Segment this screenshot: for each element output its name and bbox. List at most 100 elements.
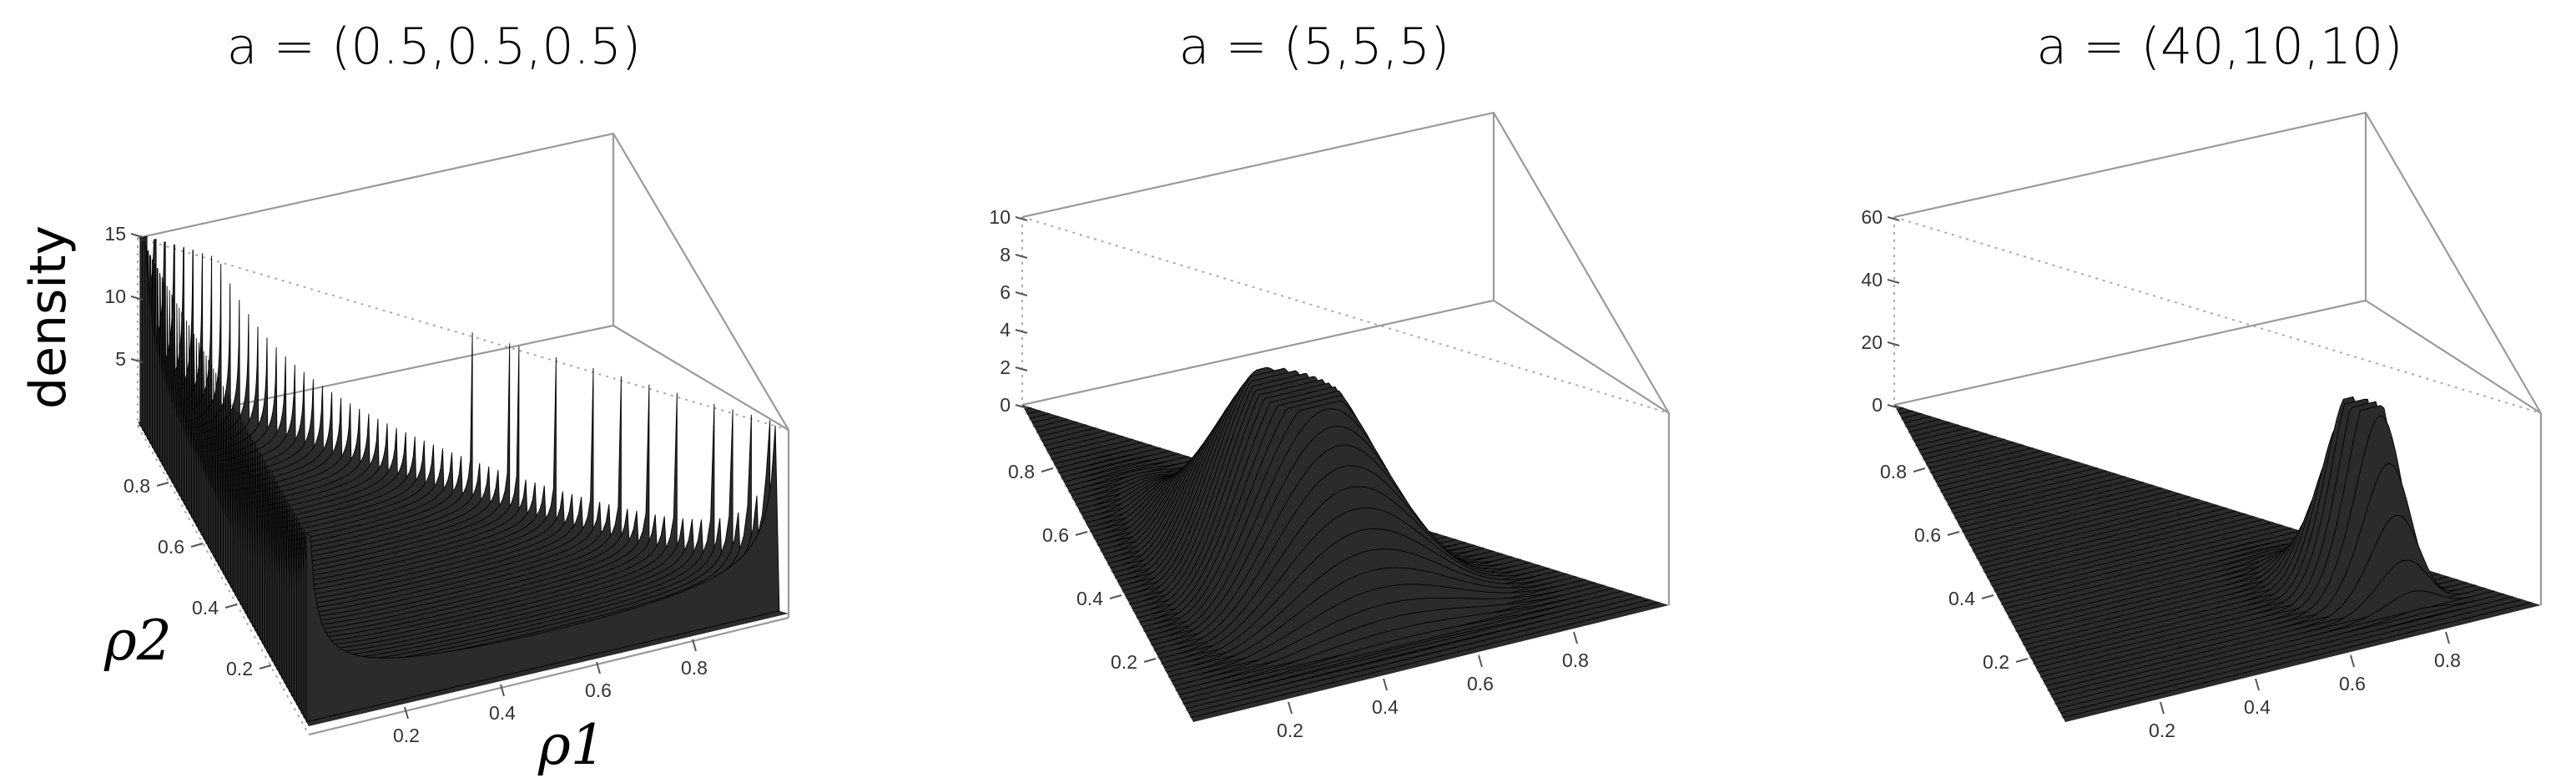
panel-title: a = (0.5,0.5,0.5) — [227, 18, 641, 76]
y-tick-label: 0.8 — [1008, 461, 1035, 482]
y-tick-mark — [224, 604, 238, 609]
z-tick-label: 10 — [104, 285, 126, 307]
z-tick-mark — [130, 358, 144, 363]
mesh-strip — [1034, 418, 1069, 428]
z-tick-label: 4 — [1000, 319, 1011, 341]
x-tick-mark — [1573, 631, 1578, 644]
y-tick-mark — [1981, 594, 1994, 599]
panel-alpha-5: a = (5,5,5) 0 2 4 6 8 10 0.2 0.4 0.6 0.8 0.2 0.4 0.6… — [989, 18, 1671, 741]
mesh-strip — [1916, 430, 1978, 447]
z-axis-label: density — [19, 225, 78, 409]
y-tick-mark — [1143, 658, 1157, 663]
simplex-base — [1894, 405, 2541, 722]
x-tick-label: 0.2 — [1277, 720, 1303, 741]
z-tick-label: 40 — [1861, 269, 1883, 290]
mesh-strip — [1923, 438, 2005, 460]
mesh-strip — [1181, 590, 1623, 700]
x-tick-label: 0.8 — [681, 657, 708, 679]
panel-title: a = (40,10,10) — [2036, 18, 2402, 76]
mesh-strip — [1049, 436, 1124, 456]
mesh-strip — [1999, 527, 2292, 600]
z-tick-mark — [1887, 216, 1900, 221]
y-tick-label: 0.2 — [1983, 651, 2009, 673]
y-tick-label: 0.8 — [1880, 461, 1907, 482]
mesh-strip — [1056, 444, 1152, 469]
mesh-strip — [2062, 602, 2533, 719]
density-surface — [138, 235, 789, 726]
x-tick-mark — [1478, 654, 1483, 668]
mesh-strip — [1183, 593, 1632, 705]
x-tick-label: 0.2 — [393, 725, 420, 746]
y-axis-label: ρ2 — [103, 609, 172, 673]
mesh-strip — [1046, 432, 1115, 451]
y-tick-mark — [259, 664, 272, 669]
mesh-strip — [1982, 507, 2227, 568]
x-tick-mark — [1288, 701, 1293, 715]
x-tick-label: 0.6 — [1467, 673, 1494, 695]
y-tick-mark — [2015, 658, 2029, 663]
mesh-strip — [1994, 522, 2274, 592]
mesh-strip — [1940, 458, 2070, 492]
mesh-strip — [1906, 418, 1941, 428]
mesh-strip — [1061, 450, 1171, 478]
z-tick-label: 2 — [1000, 356, 1011, 378]
y-tick-mark — [190, 543, 204, 548]
mesh-strip — [1943, 462, 2079, 497]
mesh-strip — [1996, 524, 2283, 596]
tick-group: 0 2 4 6 8 10 0.2 0.4 0.6 0.8 0.2 0.4 0.6 0.8 — [989, 206, 1589, 741]
mesh-strip — [1984, 510, 2236, 573]
mesh-strip — [1958, 478, 2135, 523]
y-tick-label: 0.4 — [192, 597, 219, 619]
mesh-strip — [1967, 490, 2172, 542]
mesh-strip — [1959, 482, 2144, 528]
x-tick-mark — [2350, 654, 2355, 668]
x-tick-mark — [692, 639, 697, 652]
mesh-strip — [1948, 467, 2098, 505]
mesh-strip — [1918, 432, 1987, 451]
x-axis-label: ρ1 — [537, 713, 606, 777]
mesh-strip — [2050, 559, 2486, 695]
mesh-strip — [1972, 496, 2190, 551]
y-tick-mark — [1947, 531, 1960, 536]
z-tick-mark — [1015, 291, 1028, 296]
mesh-strip — [1989, 516, 2255, 583]
mesh-strip — [1935, 452, 2052, 482]
mesh-strip — [1953, 472, 2116, 514]
tick-group: 5 10 15 0.2 0.4 0.6 0.8 0.2 0.4 0.6 0.8 — [104, 223, 708, 746]
panel-title: a = (5,5,5) — [1179, 18, 1450, 76]
mesh-strip — [305, 425, 780, 723]
mesh-strip — [2059, 599, 2523, 714]
box-hidden-edges — [1893, 216, 2542, 723]
z-tick-label: 8 — [1000, 244, 1011, 265]
z-tick-label: 10 — [989, 206, 1011, 228]
x-tick-label: 0.2 — [2149, 720, 2175, 741]
density-surface — [1022, 366, 1669, 722]
mesh-strip — [1063, 452, 1180, 482]
mesh-strip — [1987, 513, 2246, 578]
mesh-strip — [1187, 599, 1651, 714]
y-tick-label: 0.6 — [158, 536, 184, 558]
mesh-strip — [1901, 412, 1923, 419]
mesh-strip — [1964, 487, 2163, 537]
mesh-strip — [1044, 430, 1106, 447]
y-tick-label: 0.4 — [1076, 588, 1103, 609]
mesh-strip — [1026, 410, 1041, 415]
x-tick-mark — [500, 684, 505, 697]
mesh-strip — [1041, 427, 1096, 442]
mesh-strip — [1898, 410, 1913, 415]
mesh-strip — [2058, 596, 2513, 710]
mesh-strip — [1058, 447, 1162, 473]
tick-group: 0 20 40 60 0.2 0.4 0.6 0.8 0.2 0.4 0.6 0.8 — [1861, 206, 2461, 741]
mesh-strip — [1979, 504, 2218, 564]
y-tick-label: 0.6 — [1042, 524, 1069, 546]
x-tick-label: 0.6 — [2339, 673, 2366, 695]
z-tick-label: 0 — [1872, 394, 1883, 416]
x-tick-label: 0.6 — [585, 679, 612, 701]
mesh-strip — [1903, 416, 1932, 424]
mesh-strip — [1969, 493, 2181, 546]
box-frame — [1893, 111, 2543, 605]
mesh-strip — [2038, 401, 2440, 673]
y-tick-mark — [1109, 594, 1122, 599]
mesh-strip — [1933, 450, 2043, 478]
mesh-strip — [1928, 444, 2024, 469]
